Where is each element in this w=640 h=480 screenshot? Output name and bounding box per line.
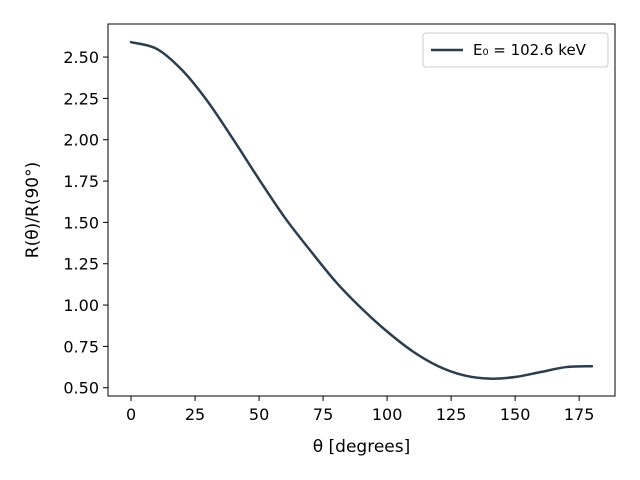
x-tick-label: 75 [313,405,333,424]
y-tick-label: 1.00 [63,296,99,315]
y-tick-label: 2.00 [63,131,99,150]
y-tick-label: 0.50 [63,379,99,398]
x-tick-label: 150 [500,405,531,424]
plot-marks [129,40,594,380]
y-tick-label: 2.25 [63,89,99,108]
x-tick-label: 0 [126,405,136,424]
y-tick-label: 0.75 [63,337,99,356]
y-axis-label: R(θ)/R(90°) [23,162,43,258]
y-tick-label: 1.25 [63,255,99,274]
y-tick-label: 1.50 [63,213,99,232]
x-axis-ticks: 0 25 50 75 100 125 150 175 [126,396,594,424]
legend-box [422,32,609,68]
legend: E₀ = 102.6 keV [422,32,609,68]
x-tick-label: 100 [372,405,403,424]
x-tick-label: 175 [564,405,595,424]
x-axis-label: θ [degrees] [313,437,411,457]
plot-frame [107,23,616,397]
series-line [129,40,594,380]
y-axis-ticks: 0.50 0.75 1.00 1.25 1.50 1.75 2.00 2.25 2.50 [63,48,108,398]
x-tick-label: 125 [436,405,467,424]
y-tick-label: 1.75 [63,172,99,191]
x-tick-label: 25 [185,405,205,424]
y-tick-label: 2.50 [63,48,99,67]
legend-entry-label: E₀ = 102.6 keV [473,41,587,59]
x-tick-label: 50 [249,405,269,424]
